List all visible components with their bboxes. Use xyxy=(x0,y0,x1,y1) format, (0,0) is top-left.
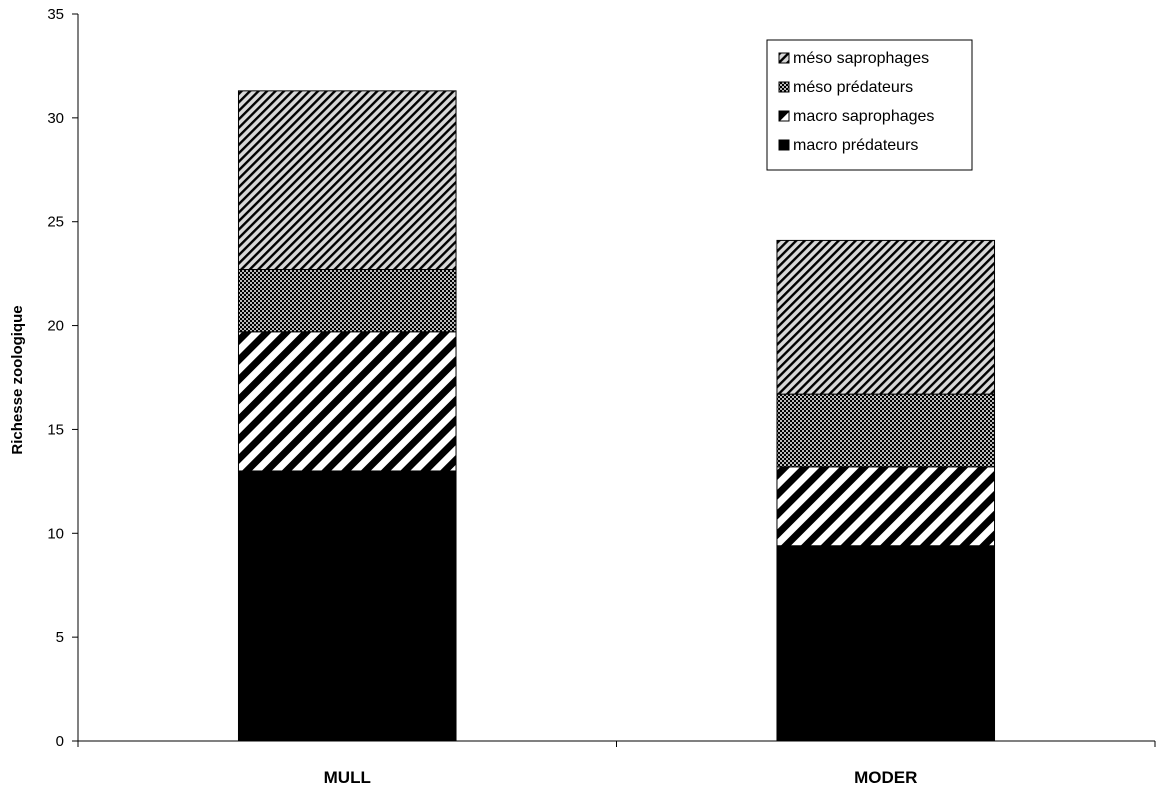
legend-swatch-macro-saprophages xyxy=(778,110,790,122)
legend-label-meso-predateurs: méso prédateurs xyxy=(793,79,913,96)
bar-mull-macro-saprophages xyxy=(237,331,457,472)
y-tick-label-35: 35 xyxy=(47,6,64,23)
legend-label-meso-saprophages: méso saprophages xyxy=(793,50,929,67)
bar-moder-meso-saprophages xyxy=(776,239,996,395)
y-axis-title: Richesse zoologique xyxy=(9,305,26,454)
legend-swatch-meso-saprophages xyxy=(778,52,790,64)
bar-moder-macro-saprophages xyxy=(776,466,996,547)
legend-swatch-macro-predateurs xyxy=(778,139,790,151)
bar-mull-meso-predateurs xyxy=(237,268,457,333)
y-tick-label-25: 25 xyxy=(47,214,64,231)
y-tick-label-20: 20 xyxy=(47,318,64,335)
y-tick-label-30: 30 xyxy=(47,110,64,127)
axes-group: 0 5 10 15 20 25 30 35 xyxy=(47,6,1156,750)
bar-moder-meso-predateurs xyxy=(776,393,996,468)
bar-moder-macro-predateurs xyxy=(776,545,996,742)
y-tick-label-10: 10 xyxy=(47,525,64,542)
legend-box xyxy=(766,39,973,171)
x-tick-label-moder: MODER xyxy=(854,768,917,787)
x-tick-label-mull: MULL xyxy=(324,768,371,787)
legend-label-macro-saprophages: macro saprophages xyxy=(793,108,934,125)
bars-group: MULL MODER xyxy=(237,90,996,787)
legend: méso saprophages méso prédateurs macro sap… xyxy=(766,39,973,171)
bar-mull-macro-predateurs xyxy=(237,470,457,742)
y-tick-label-5: 5 xyxy=(56,629,64,646)
legend-label-macro-predateurs: macro prédateurs xyxy=(793,137,918,154)
bar-mull-meso-saprophages xyxy=(237,90,457,270)
legend-swatch-meso-predateurs xyxy=(778,81,790,93)
y-tick-label-15: 15 xyxy=(47,421,64,438)
y-tick-label-0: 0 xyxy=(56,733,64,750)
